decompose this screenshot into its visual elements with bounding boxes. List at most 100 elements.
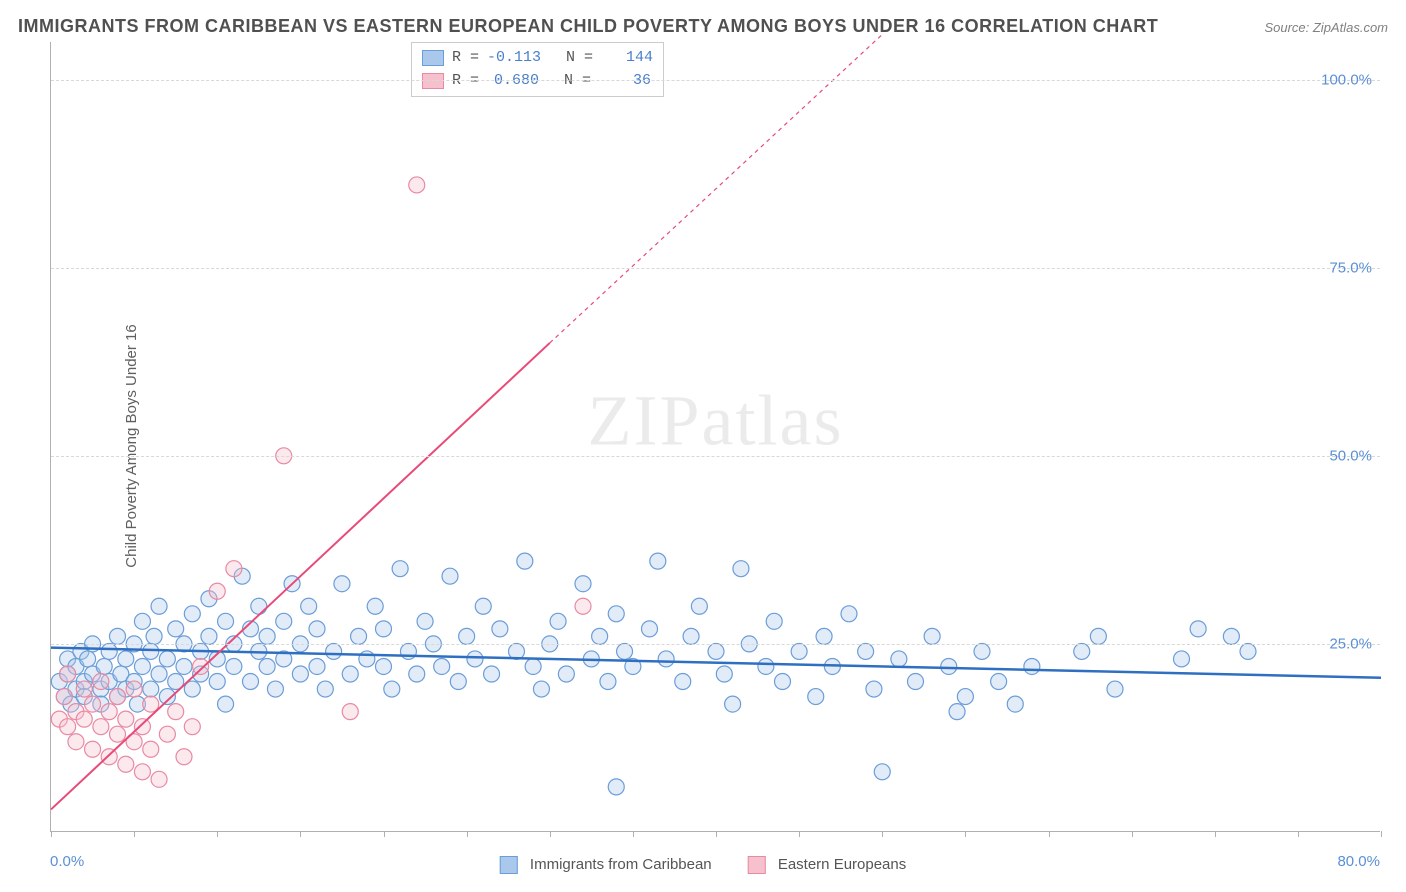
scatter-point (118, 711, 134, 727)
scatter-point (342, 666, 358, 682)
x-tick (965, 831, 966, 837)
scatter-point (342, 704, 358, 720)
scatter-point (766, 613, 782, 629)
scatter-point (159, 651, 175, 667)
legend-bottom: Immigrants from Caribbean Eastern Europe… (500, 856, 907, 874)
scatter-point (143, 681, 159, 697)
scatter-point (259, 658, 275, 674)
scatter-point (1174, 651, 1190, 667)
legend-label-1: Immigrants from Caribbean (530, 856, 712, 873)
scatter-point (259, 628, 275, 644)
scatter-point (118, 651, 134, 667)
scatter-point (733, 561, 749, 577)
scatter-point (118, 756, 134, 772)
scatter-point (575, 598, 591, 614)
scatter-point (434, 658, 450, 674)
x-tick (1132, 831, 1133, 837)
scatter-point (1024, 658, 1040, 674)
x-tick (799, 831, 800, 837)
scatter-point (816, 628, 832, 644)
scatter-point (76, 681, 92, 697)
scatter-point (949, 704, 965, 720)
scatter-point (1190, 621, 1206, 637)
scatter-point (184, 719, 200, 735)
legend-label-2: Eastern Europeans (778, 856, 906, 873)
x-tick (550, 831, 551, 837)
scatter-point (1107, 681, 1123, 697)
x-tick (384, 831, 385, 837)
scatter-point (309, 621, 325, 637)
x-tick (467, 831, 468, 837)
scatter-point (168, 621, 184, 637)
scatter-point (957, 689, 973, 705)
y-tick-label: 25.0% (1329, 635, 1372, 652)
scatter-point (908, 674, 924, 690)
grid-line (51, 456, 1380, 457)
scatter-point (974, 643, 990, 659)
scatter-point (517, 553, 533, 569)
scatter-point (858, 643, 874, 659)
x-tick (1381, 831, 1382, 837)
x-tick (716, 831, 717, 837)
scatter-point (93, 674, 109, 690)
scatter-point (467, 651, 483, 667)
scatter-point (126, 681, 142, 697)
scatter-point (134, 764, 150, 780)
scatter-point (891, 651, 907, 667)
scatter-point (110, 726, 126, 742)
grid-line (51, 268, 1380, 269)
scatter-point (60, 719, 76, 735)
y-tick-label: 75.0% (1329, 259, 1372, 276)
scatter-point (941, 658, 957, 674)
scatter-point (68, 734, 84, 750)
scatter-point (758, 658, 774, 674)
x-tick (217, 831, 218, 837)
scatter-point (143, 643, 159, 659)
scatter-point (691, 598, 707, 614)
scatter-point (176, 658, 192, 674)
scatter-point (525, 658, 541, 674)
scatter-point (841, 606, 857, 622)
chart-container: IMMIGRANTS FROM CARIBBEAN VS EASTERN EUR… (0, 0, 1406, 892)
scatter-point (367, 598, 383, 614)
y-tick-label: 100.0% (1321, 71, 1372, 88)
scatter-point (650, 553, 666, 569)
scatter-point (592, 628, 608, 644)
scatter-point (617, 643, 633, 659)
scatter-point (642, 621, 658, 637)
legend-item-1: Immigrants from Caribbean (500, 856, 712, 874)
scatter-point (725, 696, 741, 712)
scatter-point (101, 749, 117, 765)
scatter-point (309, 658, 325, 674)
plot-svg (51, 42, 1380, 831)
scatter-point (134, 719, 150, 735)
scatter-point (600, 674, 616, 690)
scatter-point (409, 666, 425, 682)
scatter-point (492, 621, 508, 637)
scatter-point (550, 613, 566, 629)
scatter-point (80, 651, 96, 667)
scatter-point (533, 681, 549, 697)
x-tick (1298, 831, 1299, 837)
trend-line-extension (550, 34, 883, 342)
x-tick (134, 831, 135, 837)
x-tick (633, 831, 634, 837)
scatter-point (110, 628, 126, 644)
x-axis-end-label: 80.0% (1337, 853, 1380, 870)
scatter-point (134, 658, 150, 674)
scatter-point (151, 598, 167, 614)
scatter-point (1074, 643, 1090, 659)
scatter-point (201, 628, 217, 644)
scatter-point (96, 658, 112, 674)
scatter-point (716, 666, 732, 682)
scatter-point (558, 666, 574, 682)
scatter-point (775, 674, 791, 690)
scatter-point (683, 628, 699, 644)
legend-swatch-icon (500, 856, 518, 874)
trend-line (51, 343, 550, 809)
scatter-point (317, 681, 333, 697)
scatter-point (209, 583, 225, 599)
scatter-point (267, 681, 283, 697)
scatter-point (484, 666, 500, 682)
scatter-point (376, 658, 392, 674)
